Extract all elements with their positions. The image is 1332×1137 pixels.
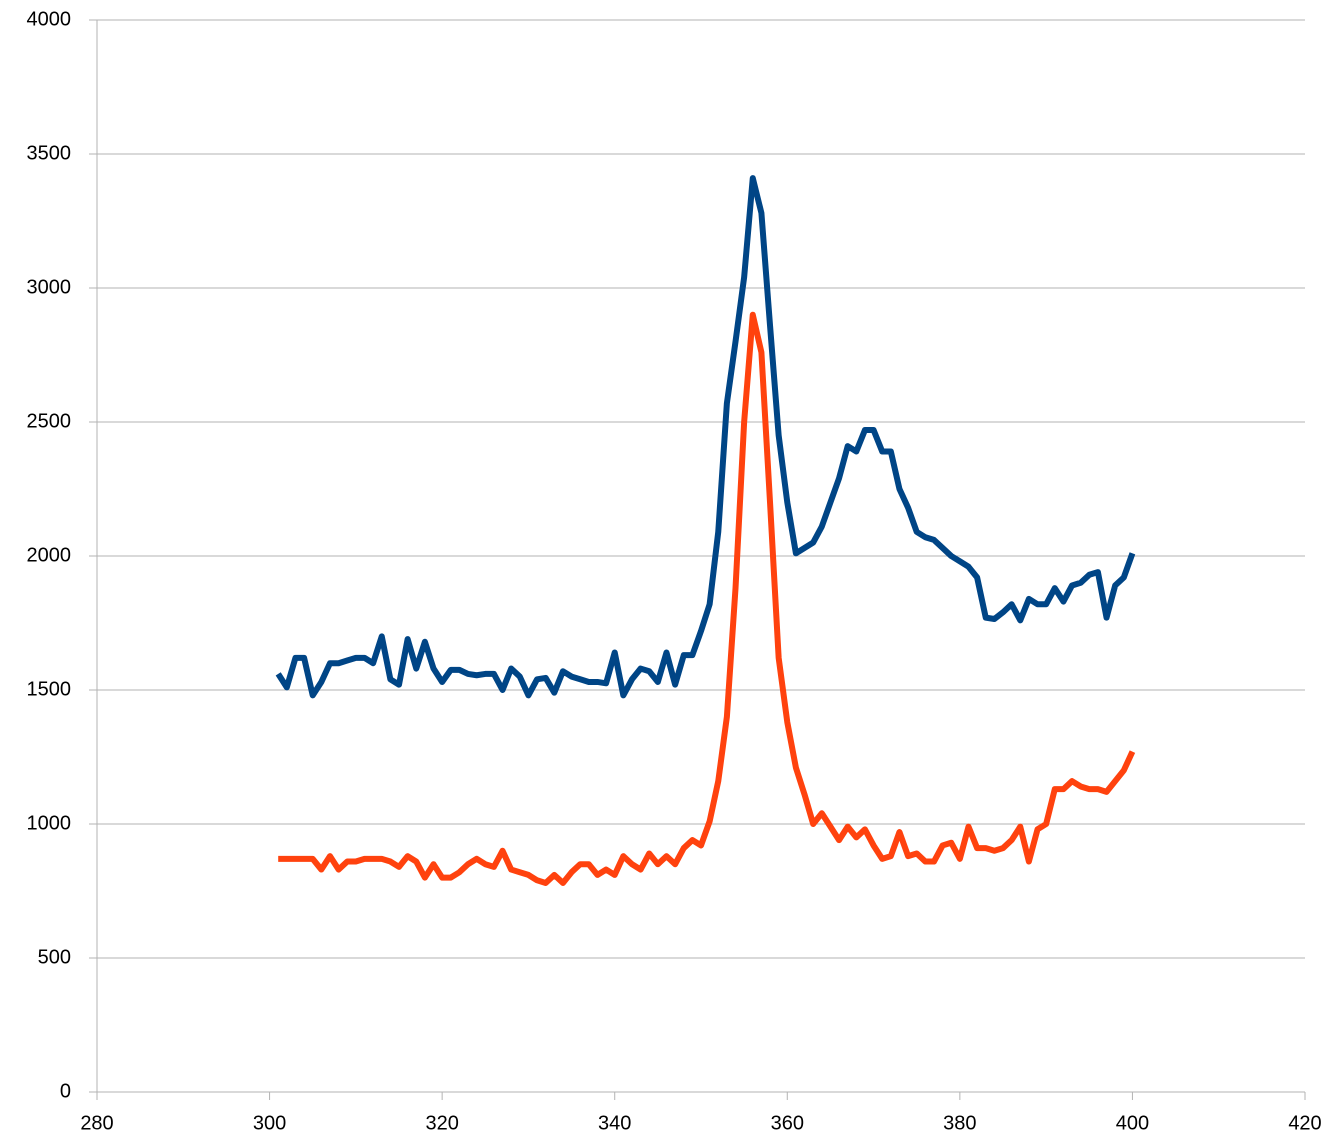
y-tick-label: 3500 bbox=[27, 142, 72, 164]
y-tick-label: 1000 bbox=[27, 812, 72, 834]
y-tick-label: 500 bbox=[38, 946, 71, 968]
x-tick-label: 420 bbox=[1288, 1112, 1321, 1134]
y-tick-label: 3000 bbox=[27, 276, 72, 298]
x-tick-label: 320 bbox=[425, 1112, 458, 1134]
y-tick-label: 2500 bbox=[27, 410, 72, 432]
x-tick-label: 300 bbox=[253, 1112, 286, 1134]
y-tick-label: 2000 bbox=[27, 544, 72, 566]
y-tick-label: 1500 bbox=[27, 678, 72, 700]
x-tick-label: 400 bbox=[1116, 1112, 1149, 1134]
x-tick-label: 380 bbox=[943, 1112, 976, 1134]
x-tick-label: 280 bbox=[80, 1112, 113, 1134]
x-tick-label: 360 bbox=[771, 1112, 804, 1134]
series-line bbox=[275, 175, 1136, 699]
y-tick-label: 0 bbox=[60, 1080, 71, 1102]
series-line bbox=[278, 311, 1136, 886]
y-tick-label: 4000 bbox=[27, 8, 72, 30]
x-tick-label: 340 bbox=[598, 1112, 631, 1134]
